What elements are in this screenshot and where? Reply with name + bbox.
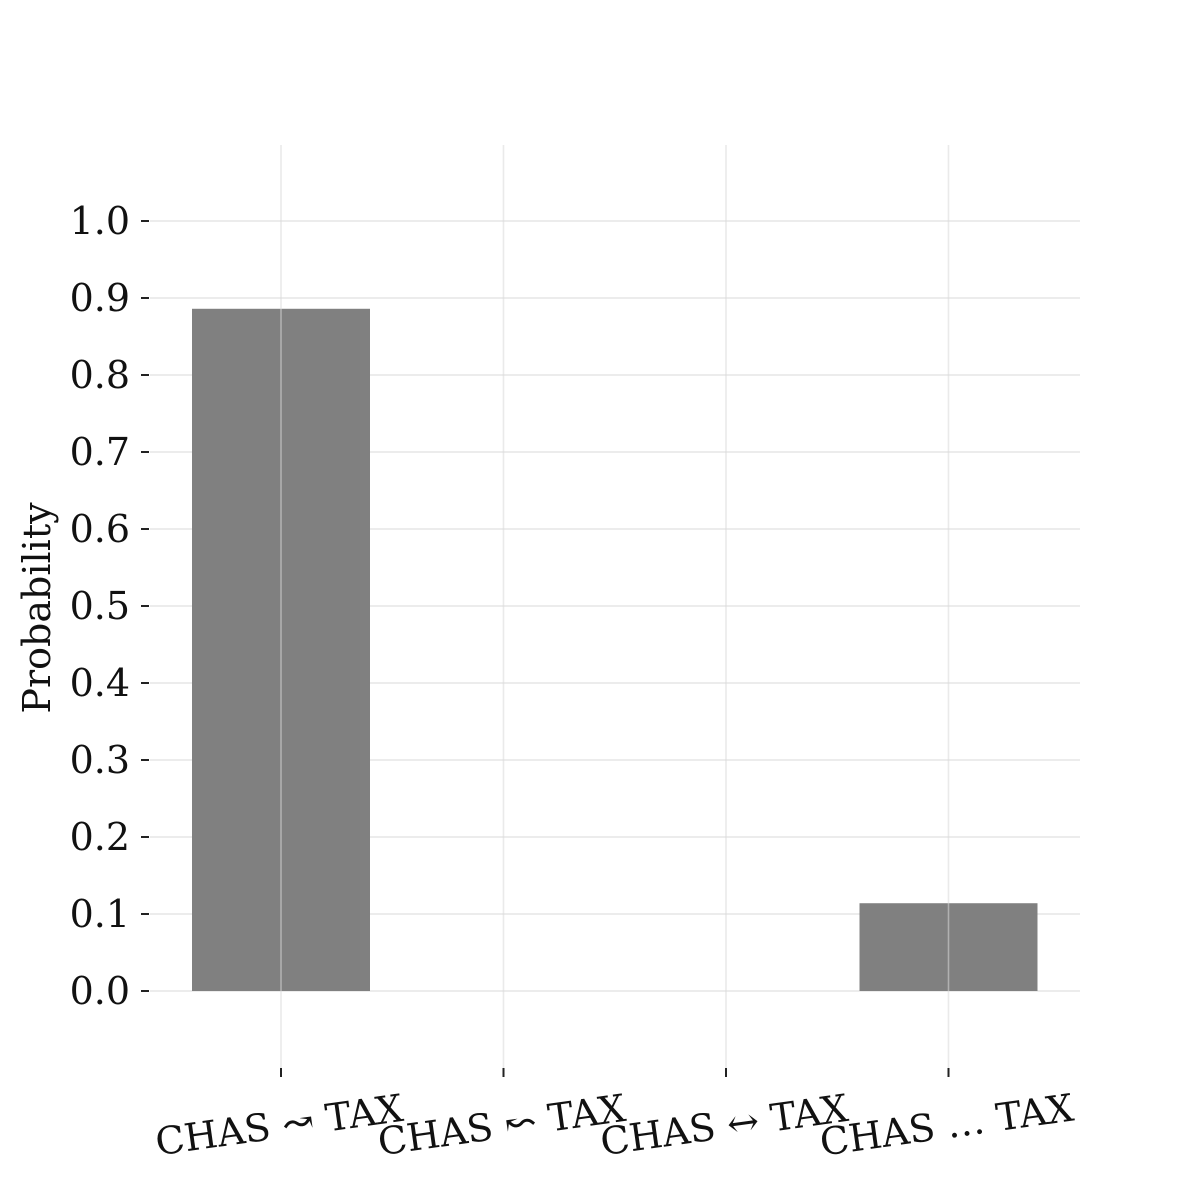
x-tick-label: CHAS ↔ TAX: [598, 1086, 851, 1164]
vertical-grid: [280, 145, 950, 1068]
x-tick-label: CHAS … TAX: [817, 1086, 1076, 1165]
y-axis-label: Probability: [15, 502, 59, 714]
y-tick-label: 0.0: [70, 969, 130, 1013]
y-tick-label: 0.7: [70, 430, 130, 474]
bars: [192, 308, 1038, 991]
x-tick-label: CHAS ↜ TAX: [375, 1086, 628, 1164]
y-tick-label: 0.5: [70, 584, 130, 628]
y-tick-label: 0.8: [70, 353, 130, 397]
y-tick-label: 1.0: [70, 199, 130, 243]
y-tick-label: 0.9: [70, 276, 130, 320]
y-tick-label: 0.1: [70, 892, 130, 936]
y-tick-label: 0.2: [70, 815, 130, 859]
y-tick-label: 0.4: [70, 661, 130, 705]
x-tick-label: CHAS ↝ TAX: [153, 1086, 406, 1164]
y-tick-label: 0.3: [70, 738, 130, 782]
y-axis: 0.0 0.1 0.2 0.3 0.4 0.5 0.6 0.7 0.8 0.9 1.0: [70, 199, 149, 1013]
y-tick-label: 0.6: [70, 507, 130, 551]
